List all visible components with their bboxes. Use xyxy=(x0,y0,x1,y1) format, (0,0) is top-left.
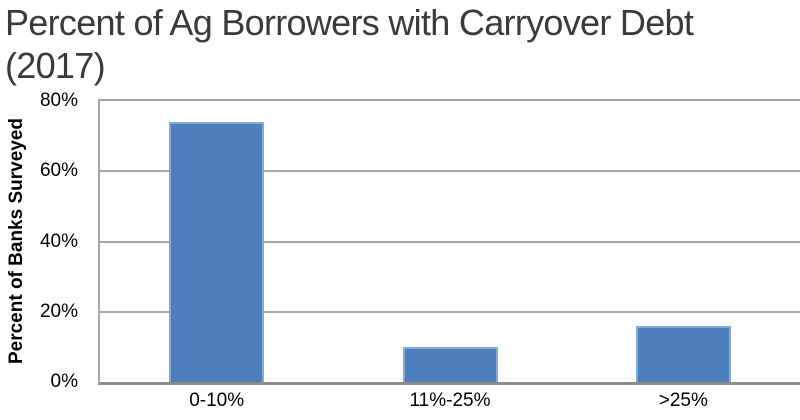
x-tick-label: 0-10% xyxy=(189,390,245,411)
x-tick-label: 11%-25% xyxy=(409,390,491,411)
bar-11%-25% xyxy=(402,346,498,382)
y-tick-label: 60% xyxy=(39,160,78,182)
x-tick-label: >25% xyxy=(658,390,708,411)
y-tick-label: 40% xyxy=(39,230,78,252)
gridline xyxy=(100,310,800,313)
y-tick-label: 20% xyxy=(39,300,78,322)
y-tick-label: 0% xyxy=(50,371,78,392)
chart-title: Percent of Ag Borrowers with Carryover D… xyxy=(5,2,694,86)
bar-0-10% xyxy=(169,122,265,382)
plot-area xyxy=(98,99,800,385)
gridline xyxy=(100,240,800,243)
gridline xyxy=(100,170,800,173)
bar->25% xyxy=(635,325,731,382)
y-tick-label: 80% xyxy=(39,90,78,111)
